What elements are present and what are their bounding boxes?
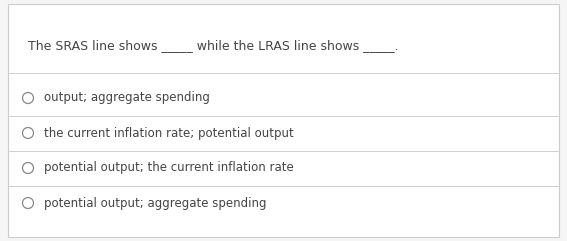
Text: output; aggregate spending: output; aggregate spending	[44, 92, 210, 105]
Text: the current inflation rate; potential output: the current inflation rate; potential ou…	[44, 127, 294, 140]
FancyBboxPatch shape	[8, 4, 559, 237]
Text: potential output; the current inflation rate: potential output; the current inflation …	[44, 161, 294, 174]
Text: The SRAS line shows _____ while the LRAS line shows _____.: The SRAS line shows _____ while the LRAS…	[28, 40, 399, 53]
Text: potential output; aggregate spending: potential output; aggregate spending	[44, 196, 266, 209]
